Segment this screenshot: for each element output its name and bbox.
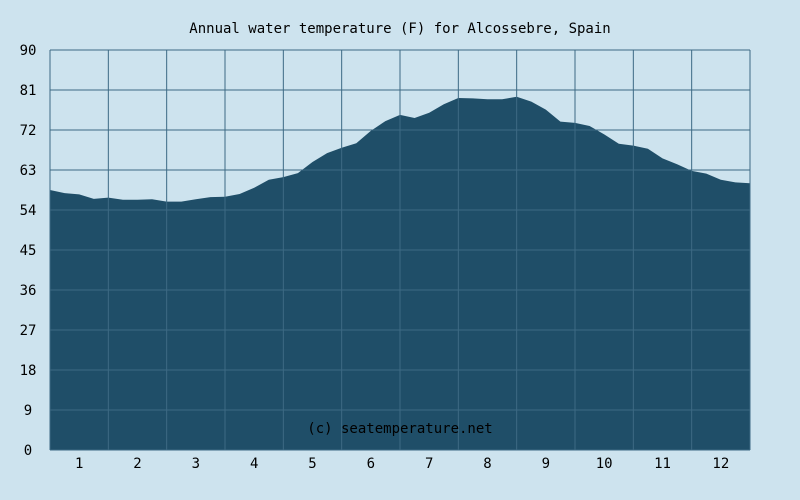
watermark: (c) seatemperature.net bbox=[307, 421, 492, 437]
x-tick-label: 3 bbox=[192, 456, 200, 472]
x-tick-label: 12 bbox=[712, 456, 729, 472]
y-tick-label: 9 bbox=[24, 403, 32, 419]
x-tick-label: 10 bbox=[596, 456, 613, 472]
y-tick-label: 45 bbox=[20, 243, 37, 259]
x-tick-label: 6 bbox=[367, 456, 375, 472]
y-axis-ticks: 0 9 18 27 36 45 54 63 72 81 90 bbox=[20, 43, 37, 459]
chart-title: Annual water temperature (F) for Alcosse… bbox=[189, 21, 610, 37]
x-tick-label: 7 bbox=[425, 456, 433, 472]
grid-layer bbox=[49, 49, 751, 451]
x-axis-ticks: 1 2 3 4 5 6 7 8 9 10 11 12 bbox=[75, 456, 729, 472]
y-tick-label: 63 bbox=[20, 163, 37, 179]
y-tick-label: 18 bbox=[20, 363, 37, 379]
x-tick-label: 4 bbox=[250, 456, 258, 472]
y-tick-label: 81 bbox=[20, 83, 37, 99]
y-tick-label: 54 bbox=[20, 203, 37, 219]
x-tick-label: 1 bbox=[75, 456, 83, 472]
y-tick-label: 0 bbox=[24, 443, 32, 459]
x-tick-label: 2 bbox=[133, 456, 141, 472]
y-tick-label: 90 bbox=[20, 43, 37, 59]
y-tick-label: 72 bbox=[20, 123, 37, 139]
x-tick-label: 9 bbox=[542, 456, 550, 472]
x-tick-label: 5 bbox=[308, 456, 316, 472]
y-tick-label: 36 bbox=[20, 283, 37, 299]
x-tick-label: 11 bbox=[654, 456, 671, 472]
x-tick-label: 8 bbox=[483, 456, 491, 472]
y-tick-label: 27 bbox=[20, 323, 37, 339]
